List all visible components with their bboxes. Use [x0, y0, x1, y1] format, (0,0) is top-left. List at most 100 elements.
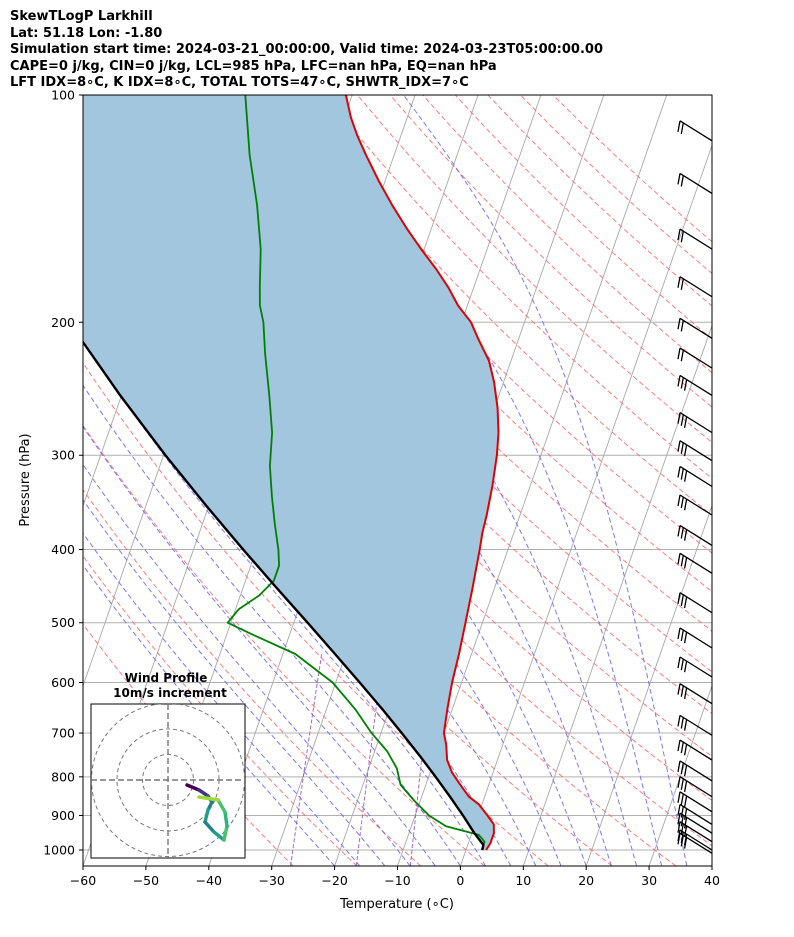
- isotherm: [522, 324, 712, 866]
- wind-barb-flag: [683, 808, 688, 820]
- y-tick-label: 600: [51, 675, 75, 690]
- wind-barb-flag: [680, 320, 684, 332]
- wind-barb-staff: [679, 465, 712, 488]
- x-tick-label: −50: [133, 873, 159, 888]
- hodograph-trace: [197, 788, 210, 798]
- wind-barb-staff: [679, 829, 712, 851]
- wind-barb-staff: [679, 821, 712, 843]
- wind-barb-flag: [680, 527, 684, 539]
- wind-barb-staff: [679, 524, 712, 546]
- dry-adiabat: [83, 126, 712, 802]
- wind-barb-flag: [683, 744, 688, 756]
- wind-barb: [677, 803, 712, 825]
- wind-barb-flag: [680, 793, 684, 806]
- hodograph-inset: Wind Profile 10m/s increment: [90, 671, 246, 859]
- wind-barb: [677, 656, 712, 678]
- wind-barb: [677, 440, 712, 462]
- x-tick-label: −40: [196, 873, 222, 888]
- wind-barb-flag: [683, 596, 688, 609]
- wind-barb-flag: [677, 553, 681, 565]
- moist-adiabat: [296, 95, 663, 866]
- wind-barb-flag: [683, 687, 688, 699]
- wind-barb: [677, 760, 712, 782]
- mixing-ratio-line: [290, 653, 323, 866]
- wind-barb: [677, 228, 712, 250]
- wind-barb-staff: [679, 739, 712, 761]
- y-tick-label: 500: [51, 615, 75, 630]
- wind-barb-staff: [679, 803, 712, 825]
- wind-barbs: [677, 120, 712, 854]
- wind-barb-staff: [679, 592, 712, 614]
- wind-barb-flag: [680, 468, 684, 480]
- chart-title: SkewTLogP Larkhill: [10, 9, 153, 24]
- wind-barb-staff: [679, 832, 712, 854]
- wind-barb-flag: [677, 739, 681, 752]
- wind-barb: [677, 347, 712, 369]
- y-tick-label: 200: [51, 315, 75, 330]
- wind-barb-flag: [680, 350, 684, 362]
- wind-barb-flag: [677, 592, 681, 604]
- wind-barb-staff: [679, 172, 712, 194]
- wind-barb-staff: [679, 552, 712, 574]
- wind-barb-staff: [679, 374, 712, 396]
- dry-adiabat: [83, 424, 485, 866]
- hodograph-trace: [223, 810, 229, 828]
- wind-barb: [677, 494, 712, 516]
- hodograph-trace: [212, 830, 226, 842]
- x-tick-label: −10: [384, 873, 410, 888]
- hodograph-trace: [203, 820, 216, 834]
- wind-barb-staff: [679, 317, 712, 339]
- y-tick-label: 400: [51, 542, 75, 557]
- wind-barb-flag: [677, 318, 681, 330]
- wind-barb-flag: [683, 780, 688, 793]
- wind-barb-staff: [679, 812, 712, 834]
- y-tick-label: 100: [51, 88, 75, 103]
- skewt-plot-area: [83, 95, 712, 866]
- wind-barb-flag: [677, 821, 681, 833]
- wind-barb-staff: [679, 627, 712, 649]
- wind-barb-flag: [680, 231, 684, 243]
- wind-barb-flag: [677, 833, 681, 845]
- dry-adiabat: [487, 95, 712, 307]
- wind-barb-staff: [679, 412, 712, 434]
- wind-barb-staff: [679, 276, 712, 298]
- wind-barb-flag: [677, 813, 681, 825]
- wind-barb-flag: [677, 760, 681, 773]
- wind-barb: [677, 683, 712, 705]
- wind-barb-flag: [677, 791, 681, 803]
- location-line: Lat: 51.18 Lon: -1.80: [10, 25, 163, 41]
- wind-barb-staff: [679, 760, 712, 782]
- wind-barb-flag: [680, 835, 684, 847]
- wind-barb: [677, 791, 712, 813]
- wind-barb: [677, 739, 712, 761]
- hodograph-trace: [216, 798, 227, 814]
- wind-barb-flag: [677, 683, 681, 695]
- wind-barb-flag: [680, 717, 684, 729]
- wind-barb: [677, 776, 712, 798]
- wind-barb-flag: [680, 741, 684, 754]
- wind-barb-staff: [679, 494, 712, 516]
- dry-adiabat: [454, 95, 712, 340]
- wind-barb-staff: [679, 656, 712, 678]
- wind-barb-flag: [680, 594, 684, 606]
- moist-adiabat: [403, 95, 688, 866]
- chart-header: SkewTLogP Larkhill Lat: 51.18 Lon: -1.80…: [10, 9, 603, 92]
- isotherm: [648, 684, 712, 866]
- wind-barb-flag: [680, 762, 684, 775]
- isotherm: [711, 864, 712, 866]
- wind-barb-staff: [679, 347, 712, 369]
- wind-barb-flag: [683, 529, 688, 541]
- wind-barb-flag: [683, 632, 688, 644]
- profile-lines: [83, 95, 500, 851]
- x-axis-label: Temperature (∘C): [339, 897, 454, 912]
- parcel-line: [83, 340, 485, 851]
- hodograph-trace: [222, 824, 229, 842]
- wind-barb-flag: [683, 795, 688, 808]
- wind-barb-flag: [677, 715, 681, 727]
- dry-adiabat: [259, 95, 712, 554]
- y-tick-label: 800: [51, 769, 75, 784]
- wind-barb: [677, 374, 712, 396]
- wind-barb-flag: [683, 661, 688, 673]
- wind-barb-flag: [677, 776, 681, 788]
